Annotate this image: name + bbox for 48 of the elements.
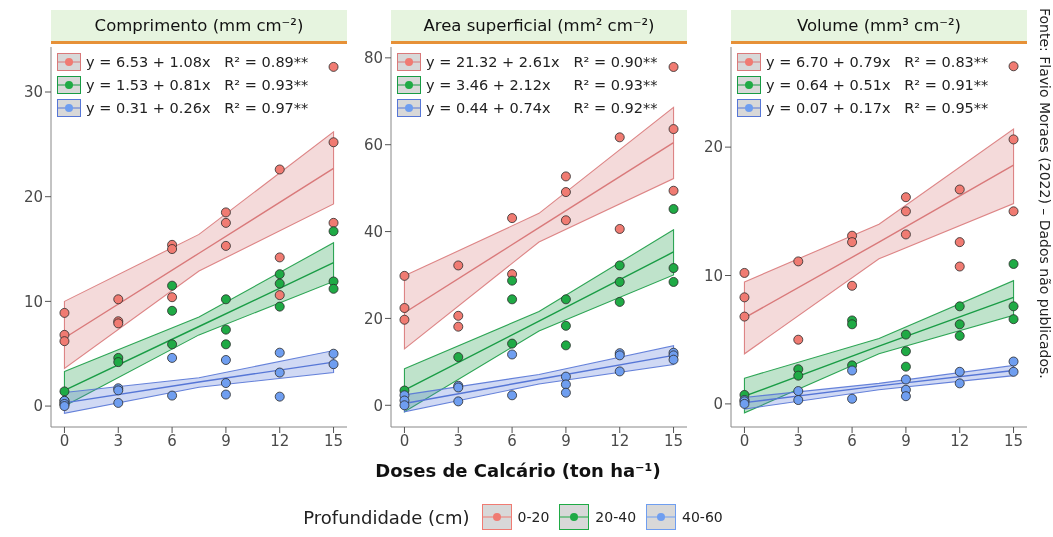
x-tick-label: 15 bbox=[1004, 431, 1024, 450]
x-tick-label: 9 bbox=[561, 431, 571, 450]
chart-title: Comprimento (mm cm⁻²) bbox=[51, 10, 347, 44]
x-tick-label: 12 bbox=[270, 431, 290, 450]
x-tick-label: 6 bbox=[167, 431, 177, 450]
chart-title: Area superficial (mm² cm⁻²) bbox=[391, 10, 687, 44]
x-tick-label: 9 bbox=[901, 431, 911, 450]
legend-title: Profundidade (cm) bbox=[303, 506, 470, 528]
y-tick-label: 30 bbox=[23, 83, 43, 102]
legend-label: 0-20 bbox=[516, 508, 550, 527]
x-tick-label: 15 bbox=[324, 431, 344, 450]
annotation: y = 21.32 + 2.61x R² = 0.90** bbox=[426, 53, 658, 70]
annotation: y = 0.07 + 0.17x R² = 0.95** bbox=[766, 99, 989, 116]
y-tick-label: 60 bbox=[363, 136, 383, 155]
x-tick-label: 12 bbox=[950, 431, 970, 450]
y-tick-label: 0 bbox=[33, 397, 43, 416]
x-tick-label: 6 bbox=[847, 431, 857, 450]
x-tick-label: 6 bbox=[507, 431, 517, 450]
x-tick-label: 0 bbox=[399, 431, 410, 450]
y-tick-label: 80 bbox=[363, 49, 383, 68]
y-tick-label: 10 bbox=[23, 292, 43, 311]
source-note: Fonte: Flavio Moraes (2022) – Dados não publicados. bbox=[1037, 8, 1053, 379]
y-tick-label: 10 bbox=[703, 266, 723, 285]
x-tick-label: 0 bbox=[739, 431, 750, 450]
annotation: y = 6.53 + 1.08x R² = 0.89** bbox=[86, 53, 309, 70]
x-tick-label: 9 bbox=[221, 431, 231, 450]
annotation: y = 6.70 + 0.79x R² = 0.83** bbox=[766, 53, 989, 70]
y-tick-label: 20 bbox=[363, 309, 383, 328]
y-tick-label: 0 bbox=[373, 396, 383, 415]
y-tick-label: 20 bbox=[23, 188, 43, 207]
x-tick-label: 3 bbox=[793, 431, 804, 450]
annotation: y = 0.64 + 0.51x R² = 0.91** bbox=[766, 76, 989, 93]
annotation: y = 1.53 + 0.81x R² = 0.93** bbox=[86, 76, 309, 93]
x-tick-label: 3 bbox=[453, 431, 464, 450]
y-tick-label: 40 bbox=[363, 222, 383, 241]
legend-label: 40-60 bbox=[681, 508, 723, 527]
y-tick-label: 20 bbox=[703, 138, 723, 157]
x-tick-label: 3 bbox=[113, 431, 124, 450]
chart-title: Volume (mm³ cm⁻²) bbox=[731, 10, 1027, 44]
annotation: y = 3.46 + 2.12x R² = 0.93** bbox=[426, 76, 658, 93]
annotation: y = 0.31 + 0.26x R² = 0.97** bbox=[86, 99, 309, 116]
x-tick-label: 0 bbox=[59, 431, 70, 450]
annotation: y = 0.44 + 0.74x R² = 0.92** bbox=[426, 99, 658, 116]
x-tick-label: 15 bbox=[664, 431, 684, 450]
legend-label: 20-40 bbox=[594, 508, 637, 527]
y-tick-label: 0 bbox=[713, 395, 723, 414]
x-tick-label: 12 bbox=[610, 431, 630, 450]
x-axis-title: Doses de Calcário (ton ha⁻¹) bbox=[375, 460, 661, 481]
